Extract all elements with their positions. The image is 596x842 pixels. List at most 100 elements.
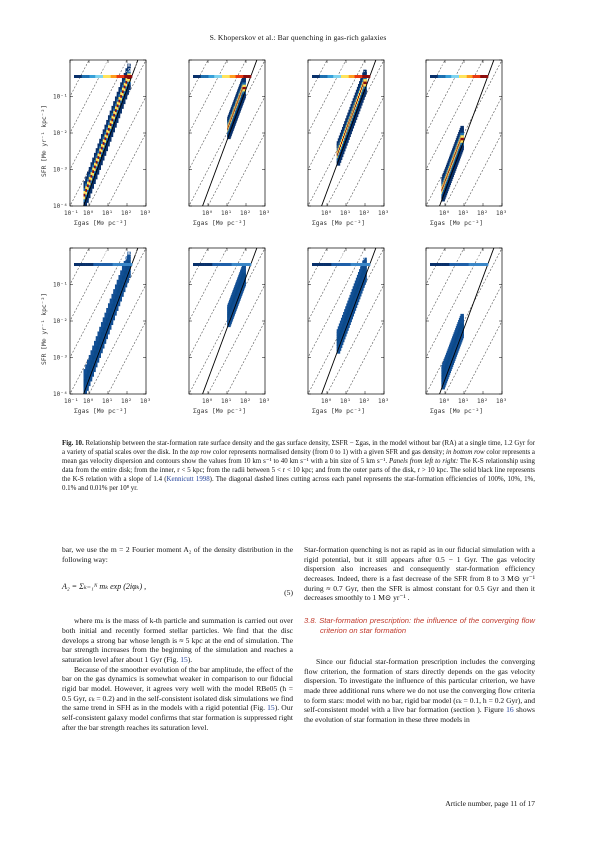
- density-cell: [120, 104, 124, 109]
- colorbar-swatch: [362, 75, 365, 78]
- colorbar-swatch: [81, 75, 84, 78]
- figure-ref-link[interactable]: 15: [180, 654, 188, 664]
- colorbar-swatch: [74, 263, 77, 266]
- density-cell: [363, 265, 367, 270]
- y-tick-label: 10⁻⁴: [53, 391, 67, 398]
- colorbar-swatch: [110, 75, 113, 78]
- colorbar-swatch: [249, 75, 252, 78]
- colorbar-swatch: [204, 263, 207, 266]
- density-cell: [106, 142, 110, 147]
- colorbar-swatch: [130, 75, 133, 78]
- colorbar-swatch: [114, 263, 117, 266]
- colorbar-swatch: [103, 263, 106, 266]
- panel-label: r<5kpc: [192, 62, 214, 69]
- colorbar-tick-label: 0: [193, 256, 196, 262]
- colorbar-swatch: [321, 263, 324, 266]
- colorbar-swatch: [451, 75, 454, 78]
- density-cell: [97, 165, 101, 170]
- x-tick-label: 10³: [496, 210, 507, 217]
- colorbar-swatch: [214, 263, 217, 266]
- colorbar-swatch: [120, 75, 123, 78]
- colorbar-swatch: [333, 75, 336, 78]
- colorbar-swatch: [337, 75, 340, 78]
- colorbar-swatch: [101, 75, 104, 78]
- y-axis-label: SFR [M⊙ yr⁻¹ kpc⁻²]: [41, 293, 48, 365]
- x-axis-label: Σgas [M⊙ pc⁻²]: [193, 408, 246, 415]
- colorbar-swatch: [346, 263, 350, 266]
- colorbar-swatch: [358, 263, 361, 266]
- density-cell: [93, 362, 98, 368]
- density-cell: [93, 174, 98, 180]
- colorbar-swatch: [466, 75, 469, 78]
- density-cell: [460, 321, 464, 326]
- density-cell: [363, 82, 367, 87]
- density-cell: [114, 306, 119, 311]
- x-tick-label: 10⁻¹: [64, 398, 78, 405]
- density-cell: [460, 125, 464, 131]
- density-cell: [104, 146, 108, 152]
- density-cell: [242, 80, 246, 85]
- x-tick-label: 10³: [140, 398, 151, 405]
- colorbar-swatch: [455, 75, 458, 78]
- density-cell: [242, 84, 246, 90]
- panel-r2-c4: 0 10 20 30 40 r>10kpc 10⁰ 10¹ 10² 10³ Σgas [M⊙ pc⁻…: [425, 247, 507, 415]
- colorbar-swatch: [455, 263, 458, 266]
- density-cell: [121, 287, 126, 293]
- density-cell: [127, 80, 131, 85]
- density-cell: [363, 267, 367, 273]
- colorbar-swatch: [342, 75, 346, 78]
- density-cell: [111, 127, 115, 133]
- density-cell: [102, 339, 107, 344]
- colorbar-swatch: [196, 263, 200, 266]
- colorbar-swatch: [431, 75, 435, 78]
- colorbar-swatch: [352, 75, 355, 78]
- colorbar-swatch: [472, 263, 475, 266]
- x-tick-label: 10¹: [340, 398, 351, 405]
- colorbar-swatch: [208, 75, 211, 78]
- density-cell: [363, 79, 367, 85]
- density-cell: [361, 283, 365, 288]
- efficiency-line: [189, 60, 247, 171]
- citation-link[interactable]: Kennicutt 1998: [166, 475, 210, 483]
- colorbar-swatch: [231, 75, 234, 78]
- density-cell: [339, 340, 344, 346]
- colorbar-tick-label: 40: [239, 256, 246, 262]
- density-cell: [346, 135, 350, 140]
- figure-ref-link[interactable]: 15: [267, 703, 275, 713]
- figure-ref-link[interactable]: 16: [506, 705, 514, 715]
- colorbar-swatch: [457, 263, 460, 266]
- colorbar-swatch: [327, 75, 330, 78]
- colorbar-swatch: [79, 263, 83, 266]
- colorbar-swatch: [317, 263, 321, 266]
- y-tick-label: 10⁻³: [53, 355, 67, 362]
- density-cell: [350, 124, 355, 129]
- density-cell: [363, 277, 367, 283]
- colorbar-tick-label: 40: [476, 256, 483, 262]
- density-cell: [359, 289, 363, 294]
- colorbar-swatch: [77, 263, 81, 266]
- colorbar-swatch: [235, 263, 238, 266]
- colorbar-tick-label: 20: [216, 256, 223, 262]
- colorbar-swatch: [126, 263, 129, 266]
- density-cell: [107, 325, 112, 330]
- colorbar-swatch: [366, 263, 369, 266]
- colorbar-swatch: [79, 75, 83, 78]
- x-axis-label: Σgas [M⊙ pc⁻²]: [312, 220, 365, 227]
- x-tick-label: 10²: [359, 398, 370, 405]
- colorbar-swatch: [464, 263, 468, 266]
- density-cell: [125, 90, 129, 95]
- density-cell: [109, 320, 114, 326]
- colorbar-tick-label: 0.3: [446, 68, 456, 74]
- density-cell: [127, 85, 131, 91]
- colorbar-swatch: [462, 263, 466, 266]
- efficiency-line: [308, 248, 366, 359]
- colorbar-swatch: [220, 263, 223, 266]
- colorbar-swatch: [482, 75, 485, 78]
- colorbar-tick-label: 0.3: [209, 68, 219, 74]
- colorbar-swatch: [97, 263, 100, 266]
- paragraph: Since our fiducial star-formation prescr…: [304, 656, 535, 724]
- colorbar-swatch: [85, 75, 88, 78]
- density-cell: [363, 89, 367, 95]
